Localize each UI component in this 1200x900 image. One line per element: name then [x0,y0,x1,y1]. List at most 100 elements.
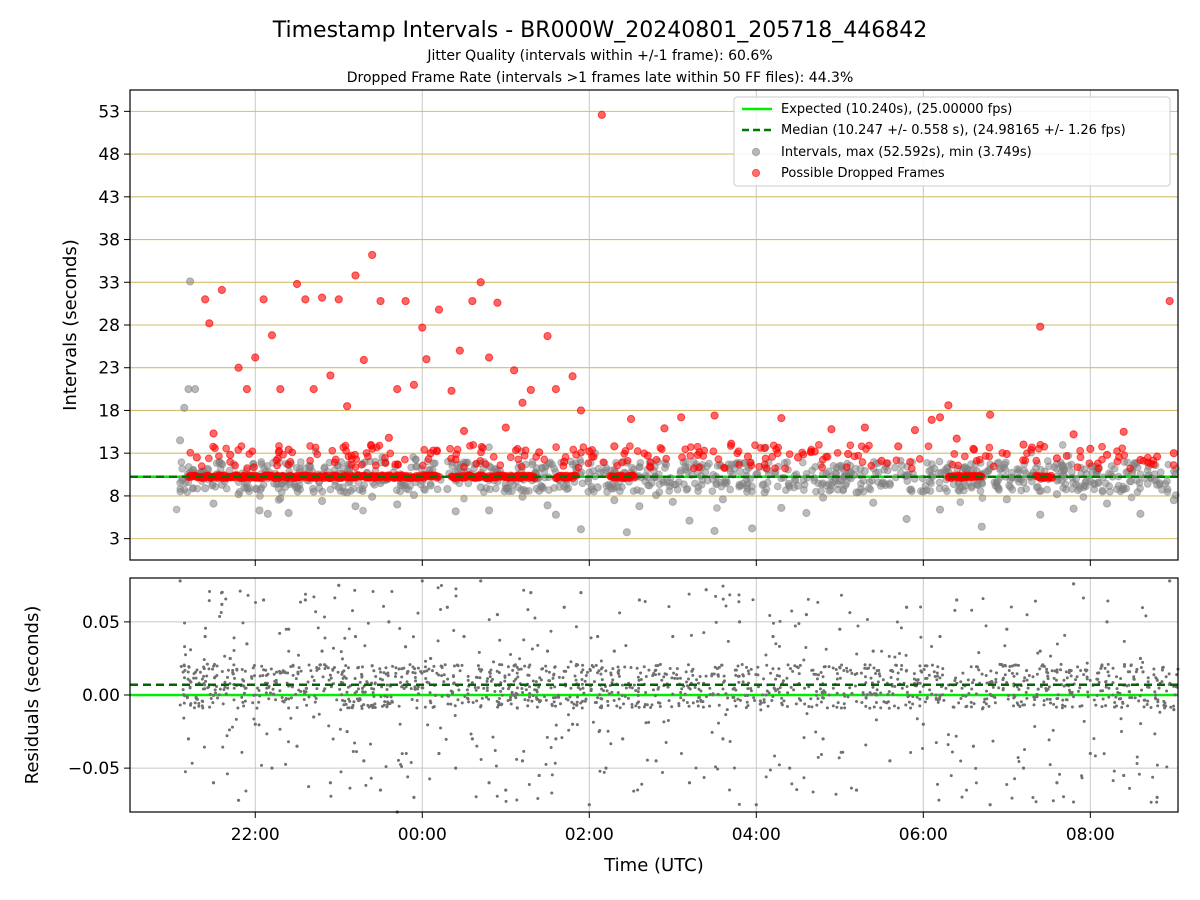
residual-point [424,659,428,663]
residual-point [1061,703,1065,707]
interval-point [491,484,500,493]
residual-point [433,693,437,697]
residual-point [507,673,511,677]
residual-point [720,663,724,667]
residual-point [636,675,640,679]
residual-point [360,665,364,669]
residual-point [840,663,844,667]
residual-point [204,626,208,630]
residual-point [429,656,433,661]
residual-point [538,676,542,680]
interval-point [1074,486,1082,495]
dropped-frame-point [858,458,867,466]
residual-point [356,666,360,670]
residual-point [469,732,473,736]
interval-point [784,479,793,488]
residual-point [863,675,867,679]
dropped-frame-point [452,450,461,458]
residual-point [260,763,264,767]
residual-point [323,667,327,671]
dropped-frame-point [846,441,855,450]
residual-point [384,666,388,670]
residual-point [846,695,850,699]
residual-point [934,696,938,700]
residual-point [1061,698,1065,702]
residual-point [410,698,414,702]
residual-point [623,694,627,698]
residual-point [344,664,348,668]
residual-point [637,686,641,690]
dropped-frame-point [867,461,876,470]
residual-point [1046,687,1050,691]
residual-point [854,788,859,792]
residual-point [585,670,589,674]
residual-point [500,663,504,667]
dropped-frame-point [226,450,235,459]
dropped-frame-point [681,445,690,454]
residual-point [722,674,726,678]
residual-point [545,735,549,739]
interval-point [1002,495,1011,504]
dropped-frame-point [660,424,669,433]
residual-point [734,704,738,708]
residual-point [959,697,963,701]
residual-point [460,701,464,705]
residual-point [944,686,948,690]
residual-point [385,688,389,692]
dropped-frame-point [313,450,322,459]
residual-point [596,671,600,675]
residual-point [379,670,383,674]
residual-point [1128,786,1132,790]
dropped-frame-point [1019,440,1028,449]
residual-point [734,688,738,692]
interval-point [878,478,887,486]
residual-point [632,789,636,793]
residual-point [188,679,192,683]
residual-point [226,668,230,672]
dropped-frame-point [1139,456,1148,465]
residual-point [526,608,530,612]
dropped-frame-point [368,250,377,260]
interval-point [832,463,841,472]
residual-point [1080,704,1084,708]
residual-point [964,705,968,709]
residual-point [762,677,766,681]
dropped-frame-point [910,426,920,435]
residual-point [932,670,936,674]
dropped-frame-point [393,384,402,394]
residual-point [667,699,671,703]
residual-point [797,697,801,701]
residual-point [972,702,976,706]
residual-point [909,750,913,754]
residual-point [544,664,548,668]
residual-point [717,703,721,707]
residual-point [566,698,570,702]
residual-point [1078,686,1082,690]
interval-point [935,505,945,514]
residual-point [569,686,573,690]
interval-point [635,502,644,511]
residual-point [919,605,923,609]
residual-point [921,722,925,726]
dropped-frame-point [493,298,502,307]
residual-point [855,652,859,656]
residual-point [905,605,909,609]
residual-point [529,591,533,595]
residual-point [714,620,718,624]
residual-point [1155,677,1159,681]
residual-point [287,706,291,710]
residual-point [870,692,874,696]
dropped-frame-point [646,463,655,472]
residual-point [636,693,640,697]
interval-point [854,488,863,497]
residual-point [477,650,481,654]
dropped-frame-point [552,443,561,452]
legend-dropped-marker [751,168,761,178]
residual-point [941,667,945,671]
interval-point [178,464,187,473]
residual-point [1060,706,1064,710]
residual-point [194,676,198,680]
residual-point [714,765,718,769]
dropped-frame-point [501,423,510,432]
interval-point [542,462,550,471]
